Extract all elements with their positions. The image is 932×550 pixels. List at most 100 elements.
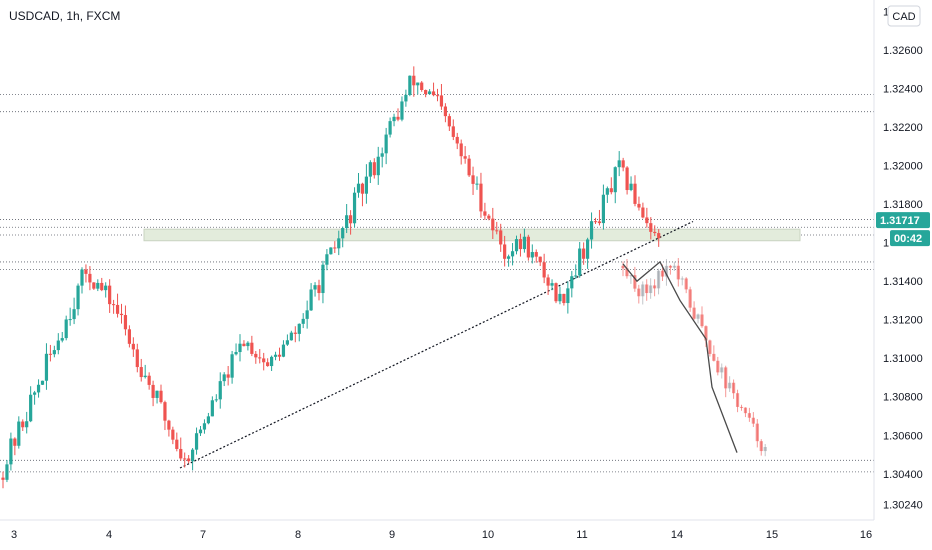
candle-body [356,183,361,193]
candle-body [416,82,420,86]
candle-body [21,421,25,428]
candle-body [763,447,767,452]
price-tick-label: 1.31200 [883,315,923,327]
candle-body [716,360,720,373]
candle-body [739,406,744,408]
candle-body [376,156,380,176]
candle-body [451,126,455,137]
price-tick-label: 1.30240 [883,500,923,512]
candle-body [546,277,550,286]
candle-body [672,265,676,268]
time-axis[interactable]: 3 4 7 8 9 10 11 14 15 16 [11,529,872,541]
candle-body [495,230,499,232]
candle-body [187,458,191,462]
candle-body [704,326,708,341]
candle-body [25,421,29,428]
time-tick-label: 9 [389,529,395,541]
candle-body [424,89,428,95]
candle-body [293,332,297,334]
candle-body [5,464,9,480]
candle-body [455,136,459,144]
candle-body [439,95,444,107]
candle-body [609,188,613,193]
candle-body [408,75,412,95]
candle-body [147,375,151,385]
candle-body [479,183,483,212]
candle-body [680,278,684,280]
candle-body [514,239,519,252]
candle-body [483,211,487,216]
candle-body [392,116,396,122]
candle-body [380,153,384,157]
candle-body [262,358,266,363]
price-tick-label: 1.32400 [883,84,923,96]
candle-body [131,343,135,350]
candle-body [653,231,657,234]
candle-body [534,252,538,257]
candle-body [621,160,625,168]
candle-body [9,438,13,465]
current-price-tag: 1.31717 [876,212,930,229]
time-tick-label: 16 [860,529,872,541]
price-tick-label: 1.31000 [883,353,923,365]
price-tick-label: 1.30800 [883,392,923,404]
candle-body [641,207,645,218]
candle-body [605,188,609,195]
candle-body [384,134,388,154]
candle-body [317,285,321,294]
candle-body [29,394,33,422]
candle-body [420,82,424,90]
price-tick-label: 1.31800 [883,199,923,211]
candle-body [487,215,491,219]
candle-body [329,247,333,255]
price-tick-label: 1 [883,7,889,19]
candle-body [735,393,740,407]
candle-body [273,354,278,357]
candle-body [463,156,467,159]
time-tick-label: 3 [11,529,17,541]
candle-body [633,183,637,204]
candle-body [80,269,84,286]
candle-body [88,273,92,283]
candle-body [574,275,578,277]
candle-body [270,356,274,367]
candle-body [641,284,645,297]
candle-body [503,244,507,259]
candle-body [72,309,76,320]
price-axis[interactable]: 1.30240 1.30400 1.30600 1.30800 1.31000 1.312… [883,7,923,512]
candle-body [345,215,349,229]
candle-body [510,251,515,257]
candle-body [447,116,451,127]
candle-body [104,285,108,291]
ascending-trendline[interactable] [179,220,694,469]
candle-body [40,380,45,385]
candle-body [554,283,558,302]
candle-body [412,75,416,86]
candle-body [337,238,341,249]
price-tick-label: 1.31400 [883,276,923,288]
candle-body [281,344,286,357]
candle-body [428,91,432,95]
candle-body [135,349,139,368]
candle-body [309,289,313,311]
candle-body [475,183,479,185]
candle-body [459,143,463,157]
candle-body [1,477,5,480]
candle-body [214,399,218,401]
candle-body [597,221,602,224]
currency-button[interactable]: CAD [887,5,921,27]
candle-body [100,282,104,291]
time-tick-label: 7 [200,529,206,541]
candle-body [613,167,617,193]
candle-body [696,314,700,319]
candle-body [431,91,436,96]
candle-body [17,421,21,446]
candle-body [593,221,598,223]
candle-body [230,354,234,378]
candle-body [163,402,167,421]
candle-body [530,252,534,258]
candle-body [36,384,41,393]
candle-body [388,121,392,135]
